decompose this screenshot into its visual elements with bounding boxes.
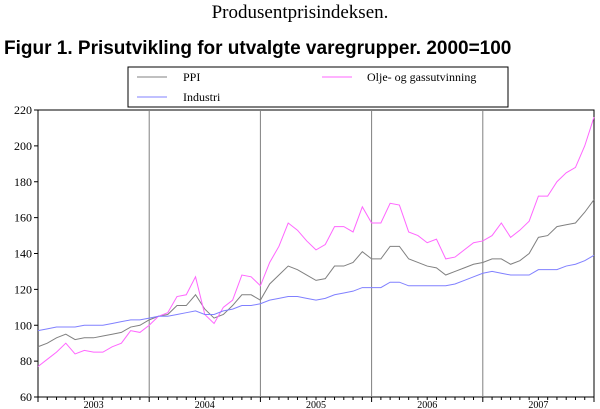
x-tick-label-2004: 2004 [195, 400, 215, 409]
figure-title: Figur 1. Prisutvikling for utvalgte vare… [4, 38, 512, 59]
legend-label-olje-og-gassutvinning: Olje- og gassutvinning [367, 70, 476, 84]
x-tick-label-2007: 2007 [528, 400, 548, 409]
x-tick-label-2005: 2005 [306, 400, 326, 409]
y-tick-label-60: 60 [20, 390, 32, 404]
legend-label-ppi: PPI [183, 70, 200, 84]
page-heading: Produsentprisindeksen. [211, 2, 389, 23]
legend-box [127, 66, 509, 108]
y-tick-label-140: 140 [14, 247, 32, 261]
y-tick-label-100: 100 [14, 318, 32, 332]
series-line-olje-og-gassutvinning [37, 117, 595, 367]
series-line-ppi [37, 199, 595, 348]
y-tick-label-220: 220 [14, 103, 32, 117]
y-axis-ticks: 60 80 100 120 140 160 180 200 220 [14, 103, 38, 404]
legend: PPI Olje- og gassutvinning Industri [127, 66, 509, 108]
x-axis-ticks: 2003 2004 2005 2006 2007 [37, 397, 595, 409]
y-tick-label-160: 160 [14, 211, 32, 225]
x-tick-label-2003: 2003 [84, 400, 104, 409]
series-line-industri [37, 254, 595, 332]
series-lines [37, 117, 595, 367]
y-tick-label-180: 180 [14, 175, 32, 189]
y-tick-label-80: 80 [20, 354, 32, 368]
vertical-grid [148, 110, 484, 397]
y-tick-label-120: 120 [14, 282, 32, 296]
x-tick-label-2006: 2006 [417, 400, 437, 409]
legend-label-industri: Industri [183, 90, 221, 104]
plot-area [37, 109, 595, 398]
y-tick-label-200: 200 [14, 139, 32, 153]
